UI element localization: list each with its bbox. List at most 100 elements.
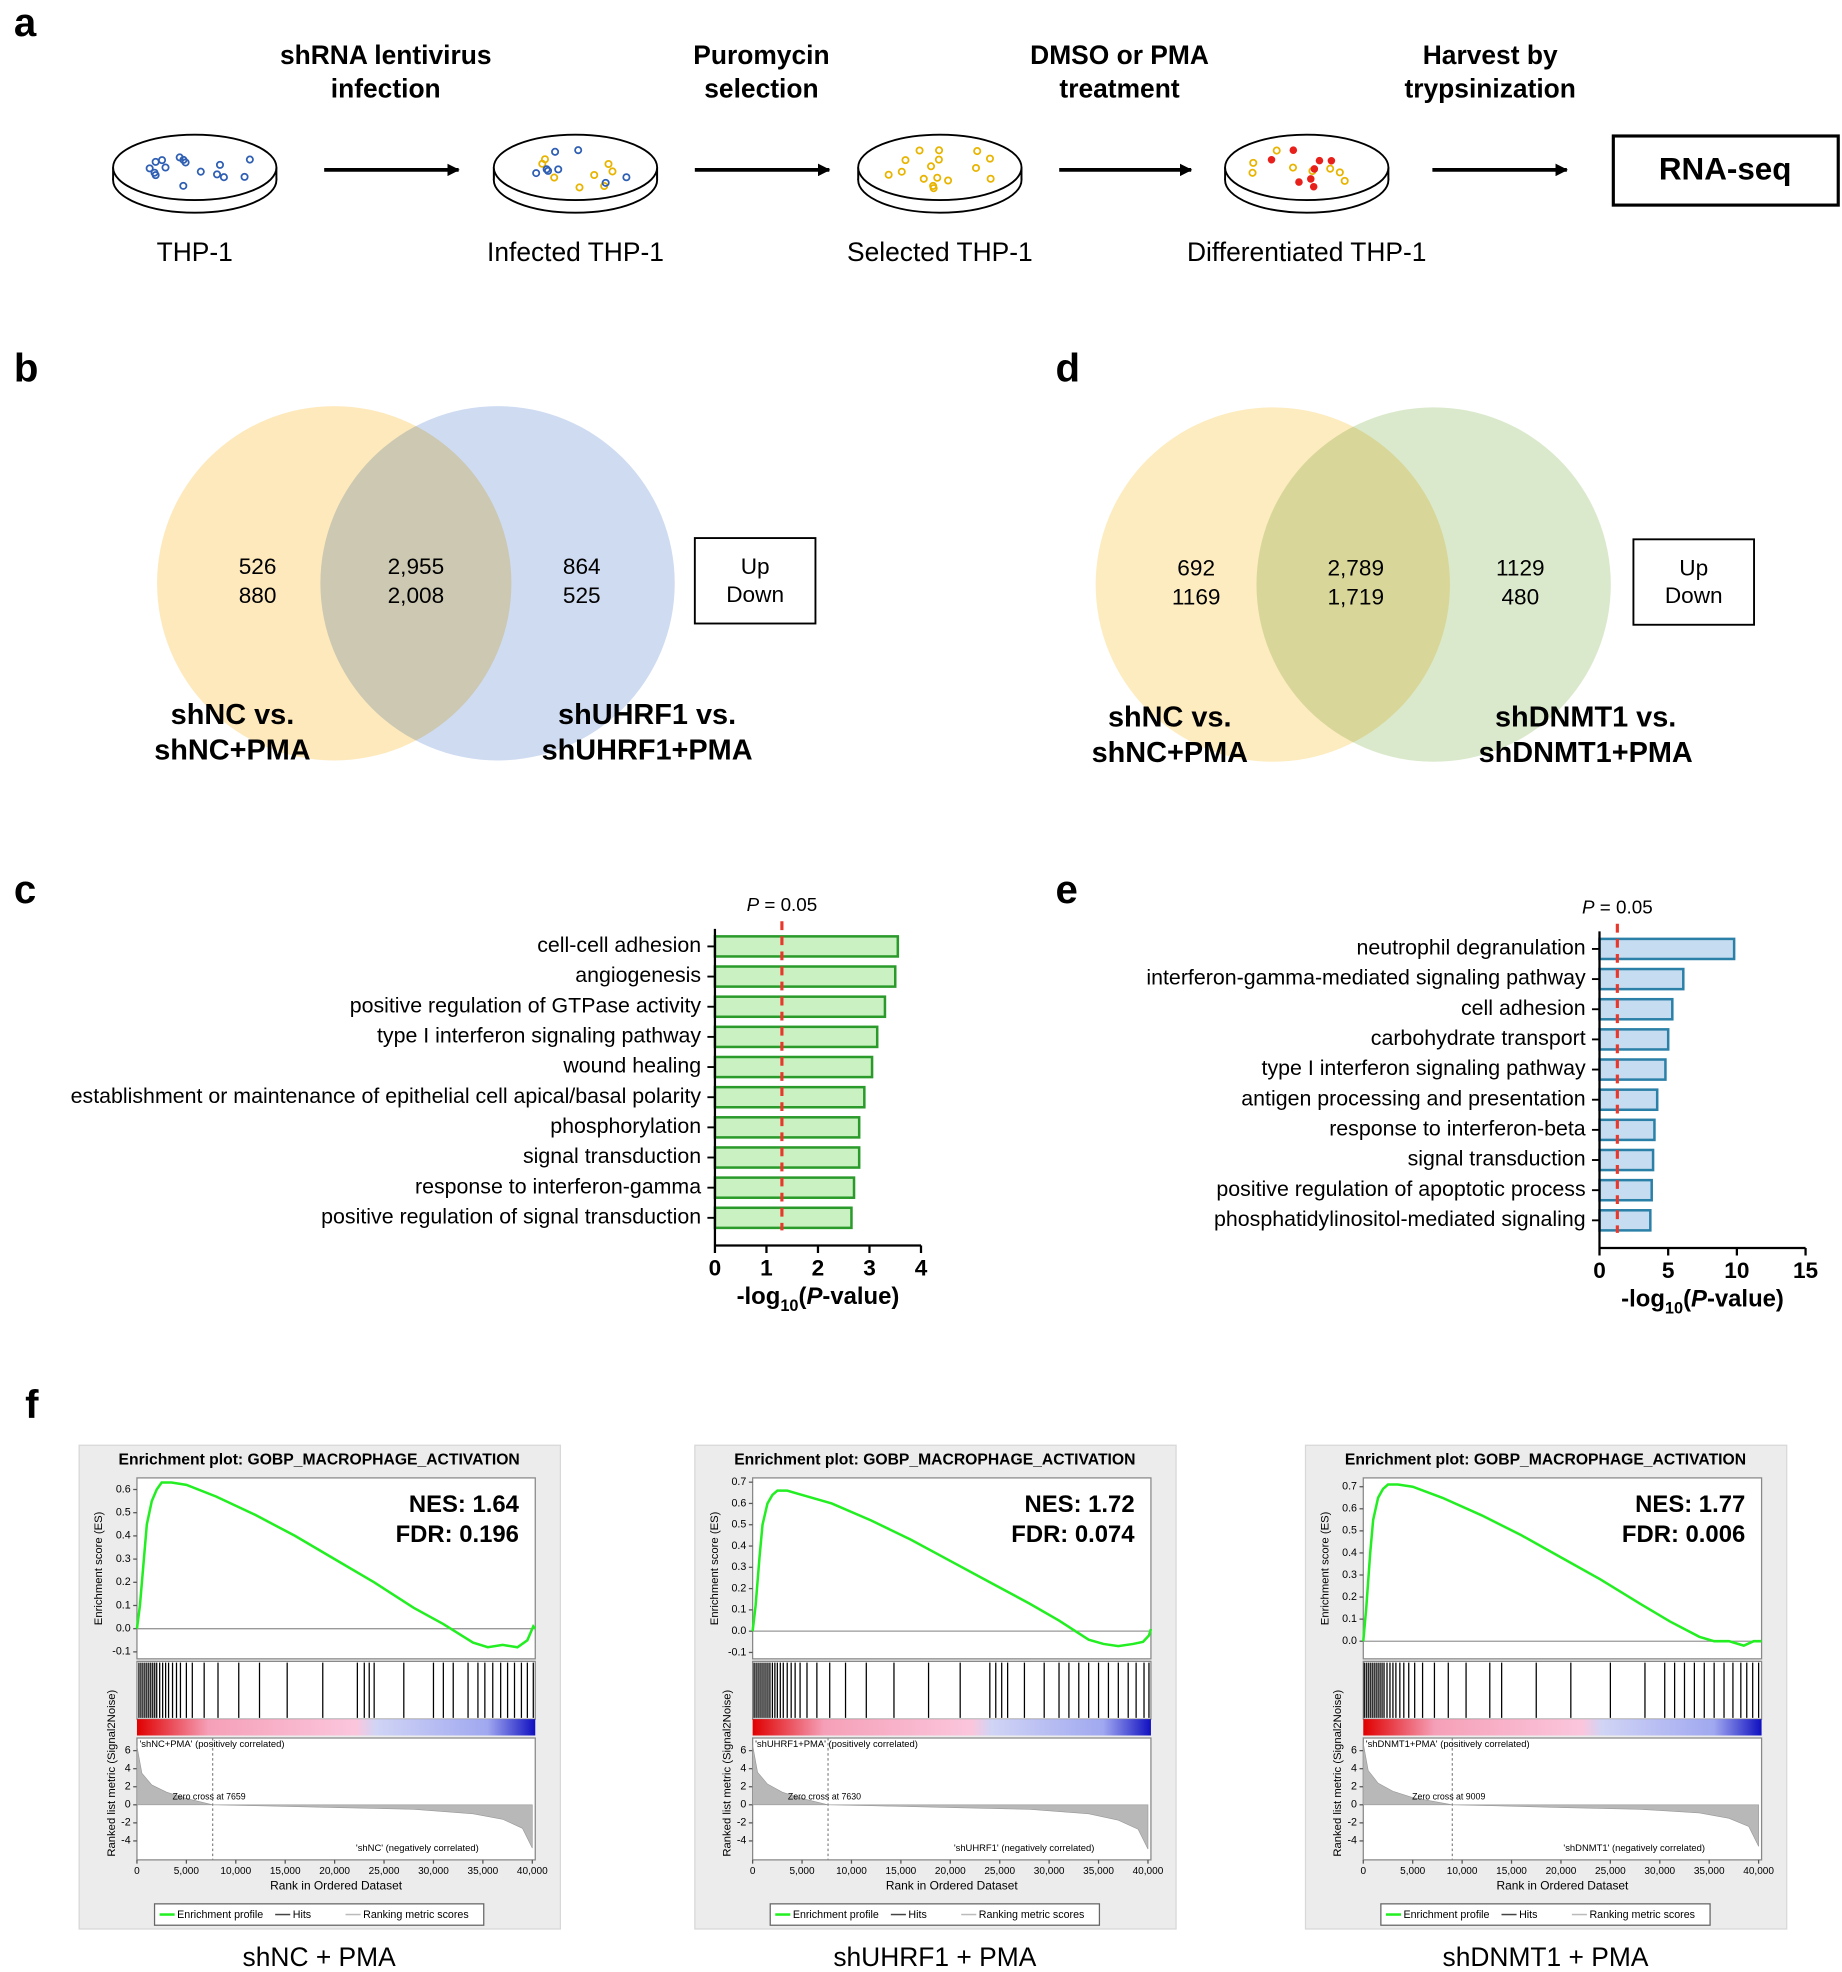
- cell: [927, 162, 936, 171]
- y-tick-label: 0.2: [1342, 1591, 1357, 1603]
- step-title: DMSO or PMA: [1030, 40, 1209, 70]
- bar: [1598, 1209, 1652, 1232]
- up-count: 526: [239, 554, 277, 579]
- legend-entry: Ranking metric scores: [1589, 1909, 1695, 1921]
- rank-bar: [136, 1719, 536, 1736]
- x-tick-label: 4: [915, 1255, 928, 1280]
- y-tick-label: 0.4: [732, 1540, 747, 1552]
- x-tick-label: 10,000: [1447, 1866, 1478, 1877]
- category-label: positive regulation of apoptotic process: [1216, 1177, 1585, 1201]
- bar: [713, 1055, 874, 1079]
- metric-tick-label: -2: [121, 1817, 131, 1829]
- cell: [590, 171, 599, 180]
- category-label: antigen processing and presentation: [1241, 1086, 1585, 1110]
- cell: [1267, 155, 1276, 164]
- cell: [245, 155, 254, 164]
- bar: [1598, 1118, 1656, 1142]
- caption: shNC + PMA: [243, 1942, 397, 1972]
- step-title: treatment: [1059, 74, 1179, 104]
- cell: [986, 174, 995, 183]
- x-tick-label: 30,000: [1034, 1866, 1065, 1877]
- bar: [713, 995, 887, 1019]
- legend-entry: Hits: [293, 1909, 311, 1921]
- x-tick-label: 5,000: [1400, 1866, 1426, 1877]
- x-tick-label: 35,000: [1694, 1866, 1725, 1877]
- set-name: shNC vs.: [1108, 702, 1232, 734]
- y-tick-label: 0.6: [1342, 1503, 1357, 1515]
- up-count: 2,789: [1327, 555, 1384, 580]
- cell: [601, 178, 610, 187]
- legend-up: Up: [741, 554, 770, 579]
- x-tick-label: 10,000: [220, 1866, 251, 1877]
- bar: [1598, 997, 1674, 1021]
- x-axis-label: Rank in Ordered Dataset: [886, 1878, 1019, 1892]
- x-axis-label-part: -value): [822, 1284, 899, 1311]
- category-label: interferon-gamma-mediated signaling path…: [1146, 966, 1586, 990]
- cell: [151, 171, 160, 180]
- stat-annotation: FDR: 0.006: [1622, 1521, 1745, 1548]
- metric-tick-label: 6: [125, 1744, 131, 1756]
- panel-label: e: [1055, 867, 1077, 912]
- cell: [985, 154, 995, 163]
- metric-axis-label: Ranked list metric (Signal2Noise): [106, 1689, 118, 1856]
- cell: [971, 163, 981, 172]
- x-tick-label: 5,000: [789, 1866, 815, 1877]
- y-tick-label: 0.6: [732, 1497, 747, 1509]
- cell: [1272, 146, 1281, 155]
- x-axis-label-part: 10: [780, 1298, 798, 1316]
- cell: [1248, 168, 1257, 177]
- pos-label: 'shNC+PMA' (positively correlated): [139, 1738, 284, 1749]
- gsea-title: Enrichment plot: GOBP_MACROPHAGE_ACTIVAT…: [119, 1451, 520, 1468]
- cell: [554, 165, 563, 174]
- y-tick-label: 0.1: [1342, 1613, 1357, 1625]
- y-tick-label: -0.1: [112, 1646, 130, 1658]
- category-label: type I interferon signaling pathway: [1262, 1056, 1586, 1080]
- metric-tick-label: 4: [125, 1763, 131, 1775]
- x-tick-label: 15,000: [886, 1866, 917, 1877]
- set-name: shNC vs.: [171, 699, 295, 731]
- cell: [901, 156, 910, 165]
- cell: [1295, 178, 1303, 186]
- dish-top: [112, 133, 278, 202]
- dish-top: [857, 133, 1023, 202]
- category-label: angiogenesis: [575, 963, 701, 987]
- x-tick-label: 40,000: [517, 1866, 548, 1877]
- hits-band: [1362, 1660, 1763, 1720]
- cell: [897, 167, 906, 176]
- cell: [944, 176, 953, 185]
- y-tick-label: 0.5: [1342, 1525, 1357, 1537]
- zero-cross-label: Zero cross at 9009: [1412, 1791, 1485, 1801]
- threshold-label: P = 0.05: [1582, 897, 1653, 918]
- x-axis-label-part: (: [799, 1284, 807, 1311]
- y-axis-label: Enrichment score (ES): [1320, 1511, 1332, 1625]
- category-label: type I interferon signaling pathway: [377, 1024, 701, 1048]
- y-tick-label: 0.7: [732, 1476, 747, 1488]
- y-tick-label: 0.5: [732, 1519, 747, 1531]
- x-tick-label: 20,000: [935, 1866, 966, 1877]
- stat-annotation: FDR: 0.074: [1011, 1521, 1135, 1548]
- x-tick-label: 25,000: [984, 1866, 1015, 1877]
- x-axis-label-part: 10: [1665, 1300, 1683, 1318]
- x-tick-label: 5: [1662, 1258, 1675, 1283]
- cell: [161, 163, 170, 172]
- y-tick-label: -0.1: [728, 1646, 746, 1658]
- x-tick-label: 15,000: [270, 1866, 301, 1877]
- enrichment-line: [751, 1489, 1153, 1648]
- hits-band: [136, 1660, 536, 1720]
- x-tick-label: 10: [1724, 1258, 1749, 1283]
- metric-tick-label: 0: [1351, 1799, 1357, 1811]
- legend-box: [693, 537, 817, 625]
- cell: [196, 167, 205, 176]
- dish-top: [492, 133, 659, 202]
- category-label: positive regulation of GTPase activity: [350, 993, 702, 1017]
- zero-cross-label: Zero cross at 7630: [788, 1791, 861, 1801]
- bar: [1598, 1178, 1653, 1202]
- metric-tick-label: 4: [740, 1763, 746, 1775]
- legend-up: Up: [1679, 555, 1708, 580]
- cell: [1315, 156, 1324, 165]
- venn-circle: [1256, 407, 1611, 762]
- cell: [935, 146, 944, 155]
- up-count: 2,955: [388, 554, 445, 579]
- pos-label: 'shUHRF1+PMA' (positively correlated): [755, 1738, 918, 1749]
- x-axis-label-part: -value): [1707, 1286, 1784, 1313]
